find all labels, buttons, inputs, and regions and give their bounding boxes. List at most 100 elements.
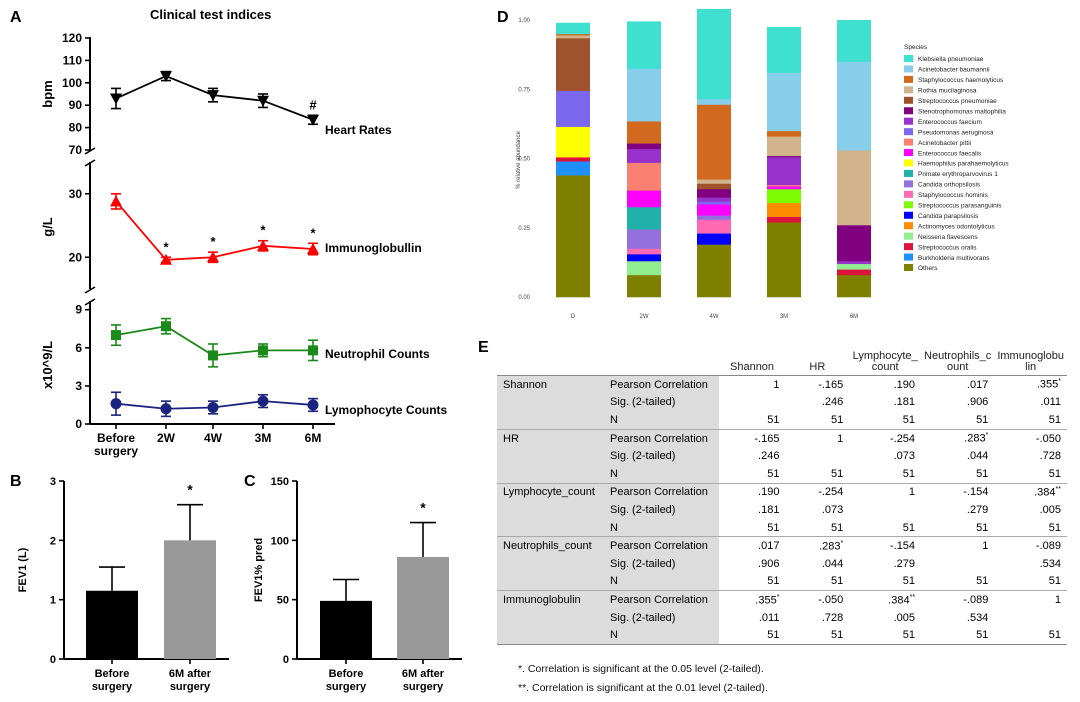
fev1pred-ylabel: FEV1% pred [253,538,265,602]
table-header: HR [785,341,850,376]
table-cell [785,447,850,465]
table-cell: -.089 [921,590,995,609]
table-cell: 51 [718,572,786,591]
fev1pred-bar [320,600,372,659]
d-bar-segment [837,269,871,276]
d-legend-label: Acinetobacter pittii [918,140,971,147]
row-variable [497,626,605,645]
d-bar-segment [556,33,590,36]
table-cell [921,554,995,573]
table-cell: -.089 [994,536,1067,555]
counts-tick-label: 0 [75,417,82,431]
d-bar-segment [556,126,590,158]
table-cell: .190 [849,374,922,394]
fev1pred-significance-mark: * [420,500,426,516]
hr-tick-label: 110 [63,53,83,67]
counts-tick-label: 6 [75,341,82,355]
table-row: Lymphocyte_count Pearson Correlation .190-… [497,482,1067,502]
fev1pred-x-tick-label: surgery [403,681,444,693]
row-variable: Shannon [497,374,605,394]
table-cell: .906 [718,554,786,573]
table-row: HR Pearson Correlation -.165 1 -.254.283* -.0… [497,428,1067,448]
table-cell: -.254 [785,482,850,502]
table-cell: 51 [785,464,850,484]
d-legend-label: Burkholderia multivorans [918,255,990,262]
d-x-tick-label: 4W [710,314,719,320]
table-cell: 1 [718,374,786,394]
lymphocyte-series-label: Lymophocyte Counts [325,403,448,417]
axis-break [84,147,96,155]
d-x-tick-label: 6M [850,314,858,320]
hr-point [110,93,122,105]
d-tick-label: 0.75 [518,87,530,93]
table-cell: 51 [718,464,786,484]
hr-tick-label: 90 [69,98,83,112]
table-cell: 51 [921,626,995,645]
lymphocyte-point [110,398,122,410]
table-cell: .017 [921,374,995,394]
hr-tick-label: 100 [62,76,82,90]
d-bar-segment [627,229,661,249]
table-row: Sig. (2-tailed) .181.073 .279.005 [497,501,1067,519]
panel-label-e: E [478,339,489,356]
table-cell: .534 [921,608,995,627]
d-legend-swatch [904,149,913,157]
table-cell: -.154 [921,482,995,502]
d-bar-segment [837,260,871,265]
d-legend-label: Candida parapsilosis [918,213,979,220]
d-bar-segment [627,21,661,69]
table-cell: .181 [718,501,786,519]
d-legend-label: Enterococcus faecalis [918,150,982,157]
table-cell: -.154 [849,536,922,555]
lymphocyte-point [257,395,269,407]
hr-point [160,71,172,83]
d-bar-segment [627,260,661,276]
table-row: N 51 51 51 51 51 [497,464,1067,484]
row-variable [497,464,605,484]
d-bar-segment [697,204,731,216]
hr-point [207,90,219,102]
d-legend-swatch [904,232,913,240]
d-tick-label: 0.00 [518,295,530,301]
row-variable [497,501,605,519]
d-ylabel: % relative abundance [516,130,522,188]
d-bar-segment [767,222,801,298]
table-cell: 51 [718,411,786,430]
fev1-ylabel: FEV1 (L) [17,547,29,592]
table-cell: 51 [994,518,1067,537]
ig-significance-mark: * [260,223,266,238]
d-bar-segment [556,161,590,176]
table-row: Neutrophils_count Pearson Correlation .017… [497,536,1067,555]
fev1-tick-label: 2 [50,535,56,547]
x-tick-label: Before [97,431,135,445]
table-cell: 51 [994,626,1067,645]
table-cell: 1 [921,536,995,555]
table-cell: 51 [785,626,850,645]
fev1-bar [86,590,138,659]
ig-ylabel: g/L [40,217,55,237]
d-legend-swatch [904,159,913,167]
table-cell: -.050 [785,590,850,609]
d-bar-segment [556,157,590,162]
fev1-x-tick-label: Before [95,668,130,680]
d-bar-segment [627,148,661,163]
d-bar-segment [837,61,871,151]
neutrophil-point [308,345,318,356]
axis-break [84,286,96,294]
lymphocyte-point [160,403,172,415]
table-cell [994,608,1067,627]
table-row: Sig. (2-tailed) .246.181.906.011 [497,393,1067,412]
fev1pred-tick-label: 100 [271,535,289,547]
table-cell: .011 [994,393,1067,412]
d-legend-swatch [904,211,913,219]
table-cell: 51 [849,626,922,645]
d-bar-segment [627,248,661,255]
table-cell: 51 [785,518,850,537]
fev1pred-x-tick-label: surgery [326,681,367,693]
d-legend-swatch [904,169,913,177]
d-bar-segment [837,263,871,270]
table-cell: .005 [994,501,1067,519]
table-cell: 1 [785,428,850,448]
row-statistic: Sig. (2-tailed) [604,554,719,573]
